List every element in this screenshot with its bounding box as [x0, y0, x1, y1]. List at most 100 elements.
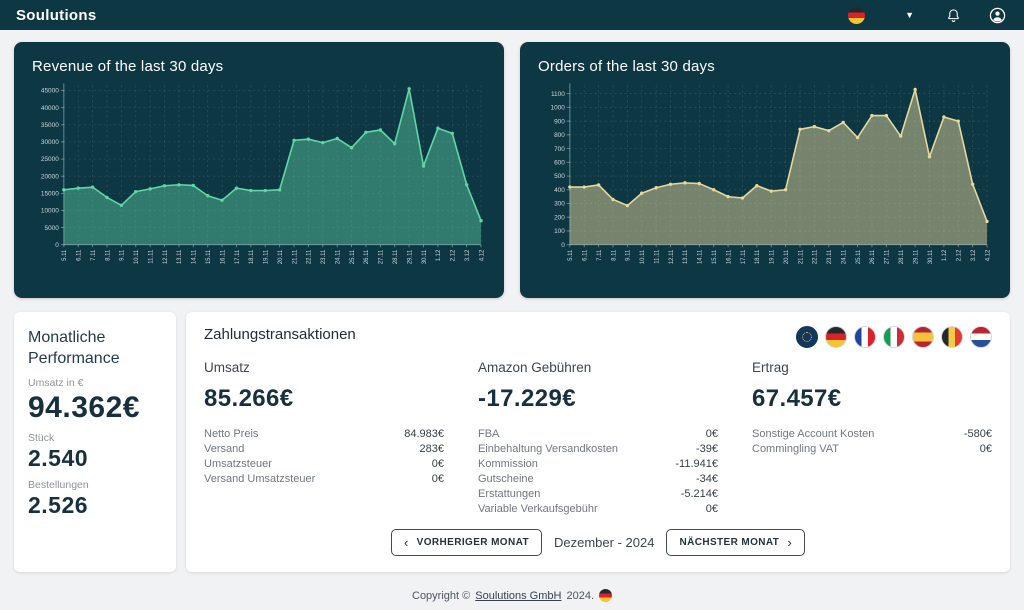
detail-row: Einbehaltung Versandkosten -39€ [478, 442, 718, 457]
svg-text:23.11: 23.11 [321, 249, 327, 264]
svg-text:1100: 1100 [551, 91, 565, 98]
svg-text:2.12: 2.12 [451, 249, 457, 261]
stueck-value: 2.540 [28, 444, 89, 471]
orders-chart-title: Orders of the last 30 days [538, 58, 715, 75]
detail-row: Sonstige Account Kosten -580€ [752, 427, 992, 442]
svg-text:9.11: 9.11 [626, 249, 632, 261]
svg-text:30000: 30000 [41, 139, 59, 146]
svg-text:0: 0 [561, 242, 565, 249]
chevron-left-icon: ‹ [403, 534, 409, 550]
detail-row-label: Netto Preis [204, 428, 259, 440]
previous-month-button[interactable]: ‹ VORHERIGER MONAT [390, 529, 542, 556]
navbar-right: ▼ [848, 6, 1008, 24]
revenue-chart-card: Revenue of the last 30 days 0 5000 10000 15… [14, 42, 504, 298]
svg-text:20000: 20000 [41, 173, 59, 180]
amazon-fees-column-label: Amazon Gebühren [478, 360, 592, 375]
detail-row-value: 0€ [979, 443, 992, 455]
orders-chart-card: Orders of the last 30 days 0 100 200 300 400… [520, 42, 1010, 298]
monthly-performance-title: Monatliche Performance [28, 329, 120, 367]
svg-text:11.11: 11.11 [148, 249, 154, 264]
detail-row: Netto Preis 84.983€ [204, 427, 444, 442]
detail-row-label: Kommission [478, 458, 538, 470]
svg-text:4.12: 4.12 [479, 249, 485, 261]
svg-text:6.11: 6.11 [77, 249, 83, 261]
spain-flag-button[interactable] [912, 326, 934, 348]
svg-text:1000: 1000 [550, 105, 565, 112]
belgium-flag-button[interactable] [941, 326, 963, 348]
svg-text:17.11: 17.11 [235, 249, 241, 264]
umsatz-detail-rows: Netto Preis 84.983€ Versand 283€ Umsatzsteue… [204, 427, 444, 487]
ertrag-column-label: Ertrag [752, 360, 789, 375]
svg-text:5000: 5000 [44, 225, 59, 232]
eu-flag-button[interactable] [796, 326, 818, 348]
svg-text:16.11: 16.11 [726, 249, 732, 264]
svg-text:14.11: 14.11 [698, 249, 704, 264]
ertrag-detail-rows: Sonstige Account Kosten -580€ Commingling … [752, 427, 992, 457]
svg-text:25.11: 25.11 [350, 249, 356, 264]
svg-text:700: 700 [554, 146, 565, 153]
svg-text:16.11: 16.11 [220, 249, 226, 264]
detail-row-label: Gutscheine [478, 473, 534, 485]
detail-row-label: Variable Verkaufsgebühr [478, 503, 598, 515]
detail-row-value: -39€ [695, 443, 718, 455]
ertrag-column-value: 67.457€ [752, 385, 842, 412]
svg-text:7.11: 7.11 [91, 249, 97, 261]
svg-text:3.12: 3.12 [971, 249, 977, 261]
svg-text:30.11: 30.11 [422, 249, 428, 264]
svg-text:4.12: 4.12 [985, 249, 991, 261]
chevron-down-icon[interactable]: ▼ [905, 10, 914, 20]
detail-row-value: -580€ [963, 428, 992, 440]
svg-text:800: 800 [554, 132, 565, 139]
svg-text:8.11: 8.11 [105, 249, 111, 261]
svg-text:35000: 35000 [41, 122, 59, 129]
svg-text:200: 200 [554, 214, 565, 221]
svg-text:40000: 40000 [41, 105, 59, 112]
svg-text:27.11: 27.11 [379, 249, 385, 264]
svg-text:10.11: 10.11 [640, 249, 646, 264]
svg-text:29.11: 29.11 [913, 249, 919, 264]
svg-text:400: 400 [554, 187, 565, 194]
svg-text:17.11: 17.11 [741, 249, 747, 264]
svg-text:11.11: 11.11 [654, 249, 660, 264]
notifications-bell-icon[interactable] [946, 8, 961, 23]
umsatz-column: Umsatz 85.266€ Netto Preis 84.983€ Versand… [204, 360, 444, 517]
transactions-header: Zahlungstransaktionen [204, 326, 992, 348]
umsatz-value: 94.362€ [28, 390, 140, 424]
detail-row-label: Commingling VAT [752, 443, 840, 455]
svg-text:21.11: 21.11 [292, 249, 298, 264]
svg-text:24.11: 24.11 [841, 249, 847, 264]
svg-text:28.11: 28.11 [393, 249, 399, 264]
svg-text:18.11: 18.11 [755, 249, 761, 264]
language-flag-button[interactable] [848, 6, 866, 24]
france-flag-button[interactable] [854, 326, 876, 348]
monthly-performance-card: Monatliche Performance Umsatz in € 94.36… [14, 312, 176, 572]
detail-row-value: -34€ [695, 473, 718, 485]
account-icon[interactable] [989, 7, 1006, 24]
svg-text:25.11: 25.11 [856, 249, 862, 264]
svg-text:12.11: 12.11 [669, 249, 675, 264]
company-link[interactable]: Soulutions GmbH [475, 589, 562, 602]
svg-text:7.11: 7.11 [597, 249, 603, 261]
svg-text:15.11: 15.11 [712, 249, 718, 264]
netherlands-flag-button[interactable] [970, 326, 992, 348]
next-month-button[interactable]: NÄCHSTER MONAT › [666, 529, 806, 556]
svg-text:21.11: 21.11 [798, 249, 804, 264]
detail-row-value: 0€ [705, 428, 718, 440]
detail-row-label: Sonstige Account Kosten [752, 428, 875, 440]
detail-row-label: Versand Umsatzsteuer [204, 473, 316, 485]
footer-germany-flag-icon [599, 589, 612, 602]
detail-row-value: 84.983€ [404, 428, 444, 440]
svg-text:15.11: 15.11 [206, 249, 212, 264]
detail-row-value: -11.941€ [675, 458, 718, 470]
svg-text:27.11: 27.11 [885, 249, 891, 264]
month-navigation: ‹ VORHERIGER MONAT Dezember - 2024 NÄCHS… [204, 517, 992, 560]
germany-flag-button[interactable] [825, 326, 847, 348]
detail-row: FBA 0€ [478, 427, 718, 442]
svg-text:25000: 25000 [41, 156, 59, 163]
chevron-right-icon: › [787, 534, 793, 550]
stueck-label: Stück [28, 431, 55, 444]
italy-flag-button[interactable] [883, 326, 905, 348]
svg-text:500: 500 [554, 173, 565, 180]
detail-row-label: Erstattungen [478, 488, 541, 500]
revenue-chart-title: Revenue of the last 30 days [32, 58, 224, 75]
